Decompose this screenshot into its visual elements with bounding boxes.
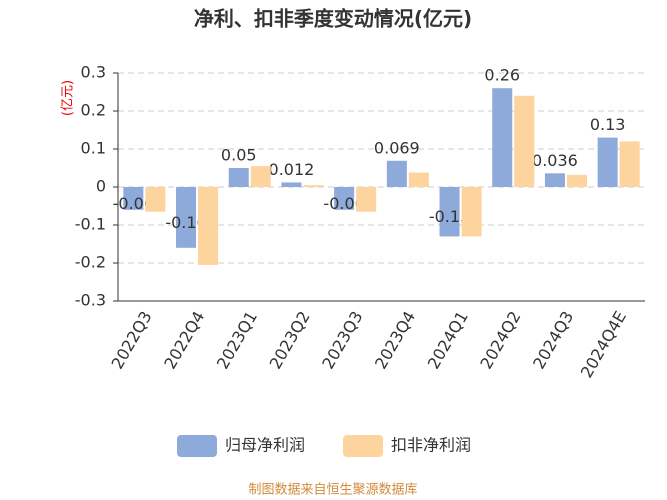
legend-label: 扣非净利润 — [391, 436, 471, 455]
x-tick-label: 2024Q2 — [476, 308, 524, 372]
bar — [492, 88, 513, 187]
x-tick-label: 2023Q2 — [266, 308, 314, 372]
bar — [123, 187, 144, 210]
y-axis-label: (亿元) — [61, 80, 76, 116]
bar — [334, 187, 355, 210]
bar — [514, 95, 535, 187]
bar — [303, 185, 324, 187]
bar — [250, 166, 271, 187]
y-tick-label: 0.1 — [81, 139, 106, 158]
bar — [597, 137, 618, 187]
legend-swatch — [343, 435, 383, 457]
bar — [461, 187, 482, 237]
x-tick-label: 2024Q1 — [424, 308, 472, 372]
bar — [619, 141, 640, 187]
data-label: -0.06 — [323, 194, 364, 213]
bar — [408, 172, 429, 187]
data-label: 0.036 — [532, 151, 578, 170]
y-tick-label: 0.3 — [81, 63, 106, 82]
legend-swatch — [177, 435, 217, 457]
data-label: 0.069 — [374, 138, 420, 157]
bar — [386, 160, 407, 187]
x-tick-label: 2023Q3 — [318, 308, 366, 372]
data-label: 0.26 — [484, 66, 520, 85]
data-label: 0.05 — [221, 146, 257, 165]
bar — [145, 187, 166, 212]
chart-title: 净利、扣非季度变动情况(亿元) — [194, 7, 472, 31]
x-tick-label: 2024Q3 — [529, 308, 577, 372]
source-note: 制图数据来自恒生聚源数据库 — [248, 482, 417, 498]
x-tick-label: 2023Q1 — [213, 308, 261, 372]
bar — [198, 187, 219, 265]
bar — [356, 187, 377, 212]
data-label: 0.13 — [590, 115, 626, 134]
bar — [176, 187, 197, 248]
y-tick-label: 0.2 — [81, 101, 106, 120]
y-tick-label: -0.2 — [75, 253, 106, 272]
x-tick-label: 2024Q4E — [577, 308, 630, 381]
bar — [566, 174, 587, 187]
data-label: 0.012 — [269, 160, 315, 179]
data-label: -0.06 — [113, 194, 154, 213]
x-tick-label: 2022Q4 — [160, 308, 208, 372]
y-tick-label: -0.1 — [75, 215, 106, 234]
data-label: -0.16 — [165, 213, 206, 232]
bar — [228, 168, 249, 187]
legend-label: 归母净利润 — [225, 436, 305, 455]
y-tick-label: -0.3 — [75, 291, 106, 310]
x-tick-label: 2023Q4 — [371, 308, 419, 372]
data-label: -0.13 — [429, 207, 470, 226]
x-tick-label: 2022Q3 — [108, 308, 156, 372]
y-tick-label: 0 — [96, 177, 106, 196]
bar — [544, 173, 565, 187]
bar — [281, 182, 302, 187]
bar — [439, 187, 460, 237]
